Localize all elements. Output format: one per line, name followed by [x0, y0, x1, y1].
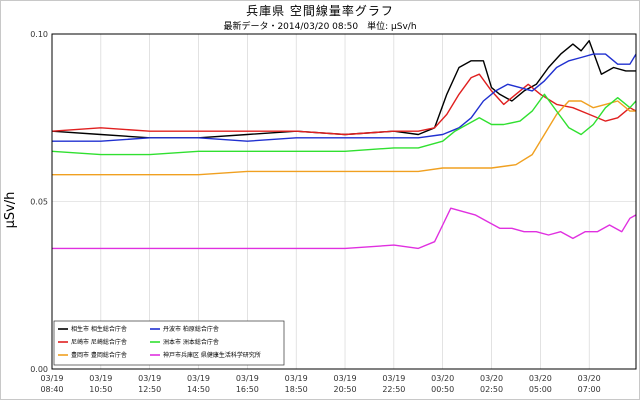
x-tick-label: 03/19 22:50	[382, 374, 405, 394]
plot-border	[51, 33, 637, 370]
x-tick-label: 03/19 08:40	[40, 374, 63, 394]
x-tick-label: 03/19 12:50	[138, 374, 161, 394]
series-line-2	[51, 73, 637, 136]
legend-label: 丹波市 柏原総合庁舎	[163, 325, 219, 333]
series-line-3	[52, 100, 636, 176]
x-tick-label: 03/19 20:50	[333, 374, 356, 394]
x-tick-label: 03/19 16:50	[236, 374, 259, 394]
y-axis-label: μSv/h	[3, 192, 18, 229]
legend-label: 豊岡市 豊岡総合庁舎	[71, 351, 127, 359]
x-tick-label: 03/19 18:50	[285, 374, 308, 394]
chart-subtitle: 最新データ・2014/03/20 08:50 単位: μSv/h	[223, 22, 417, 32]
y-tick-labels: 0.00 0.05 0.10	[30, 30, 48, 374]
legend-label: 尼崎市 尼崎総合庁舎	[71, 338, 127, 346]
x-tick-label: 03/20 00:50	[431, 374, 454, 394]
x-tick-label: 03/19 10:50	[89, 374, 112, 394]
series-line-6	[52, 207, 637, 250]
x-tick-label: 03/20 07:00	[578, 374, 601, 394]
chart-title: 兵庫県 空間線量率グラフ	[246, 4, 394, 18]
series-line-4	[52, 53, 637, 142]
grid-lines	[51, 33, 636, 370]
x-tick-labels: 03/19 08:40 03/19 10:50 03/19 12:50 03/19 14:50…	[40, 374, 600, 394]
x-tick-label: 03/20 05:00	[529, 374, 552, 394]
y-tick-label: 0.00	[30, 365, 48, 374]
series-lines	[51, 40, 637, 250]
y-tick-label: 0.10	[30, 30, 48, 39]
legend-label: 神戸市兵庫区 県健康生活科学研究所	[163, 351, 261, 359]
legend-label: 相生市 相生総合庁舎	[71, 325, 127, 333]
y-tick-label: 0.05	[30, 198, 48, 207]
series-line-5	[51, 93, 637, 156]
legend-box	[53, 320, 285, 366]
series-line-1	[51, 40, 636, 139]
x-tick-label: 03/20 02:50	[480, 374, 503, 394]
x-tick-label: 03/19 14:50	[187, 374, 210, 394]
legend-label: 洲本市 洲本総合庁舎	[163, 338, 219, 346]
